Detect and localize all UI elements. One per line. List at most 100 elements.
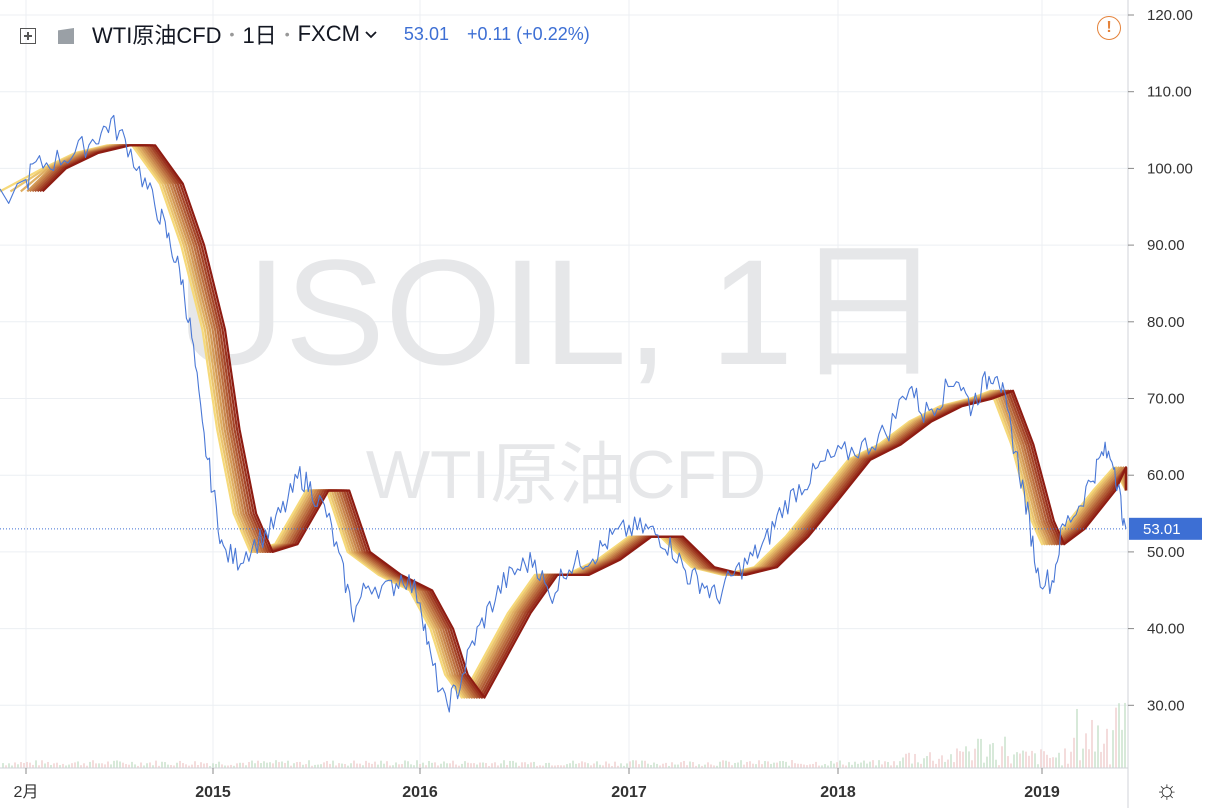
volume-bar bbox=[155, 760, 157, 768]
volume-bar bbox=[245, 765, 247, 768]
legend-header: WTI原油CFD • 1日 • FXCM 53.01 +0.11 (+0.22%… bbox=[82, 14, 590, 54]
gear-icon[interactable]: ☼ bbox=[1155, 774, 1179, 804]
alert-icon[interactable]: ! bbox=[1097, 16, 1121, 40]
volume-bar bbox=[752, 763, 754, 768]
volume-bar bbox=[980, 738, 982, 768]
volume-bar bbox=[848, 762, 850, 768]
volume-bar bbox=[248, 762, 250, 768]
flag-icon[interactable] bbox=[58, 28, 74, 44]
volume-bar bbox=[887, 762, 889, 768]
volume-bar bbox=[809, 764, 811, 768]
volume-bar bbox=[362, 765, 364, 768]
volume-bar bbox=[719, 761, 721, 768]
volume-bar bbox=[143, 765, 145, 768]
volume-bar bbox=[845, 765, 847, 768]
volume-bar bbox=[998, 765, 1000, 768]
volume-bar bbox=[74, 762, 76, 768]
volume-bar bbox=[470, 763, 472, 768]
volume-bar bbox=[272, 763, 274, 768]
volume-bar bbox=[140, 762, 142, 768]
volume-bar bbox=[392, 765, 394, 768]
volume-bar bbox=[212, 763, 214, 768]
volume-bar bbox=[812, 763, 814, 768]
volume-bar bbox=[977, 738, 979, 768]
volume-bar bbox=[911, 763, 913, 768]
timeframe-label[interactable]: 1日 bbox=[242, 23, 277, 48]
volume-bar bbox=[164, 762, 166, 768]
volume-bar bbox=[389, 765, 391, 768]
volume-bar bbox=[854, 761, 856, 768]
volume-bar bbox=[176, 762, 178, 768]
volume-bar bbox=[995, 759, 997, 768]
volume-bar bbox=[944, 761, 946, 768]
volume-bar bbox=[788, 765, 790, 768]
volume-bar bbox=[605, 761, 607, 768]
volume-bar bbox=[191, 764, 193, 768]
volume-bar bbox=[1019, 753, 1021, 768]
volume-bar bbox=[512, 760, 514, 768]
volume-bar bbox=[929, 752, 931, 768]
volume-bar bbox=[620, 763, 622, 768]
volume-bar bbox=[1118, 703, 1120, 768]
volume-bar bbox=[611, 765, 613, 768]
plus-square-icon[interactable] bbox=[20, 28, 36, 44]
volume-bar bbox=[1082, 748, 1084, 768]
volume-bar bbox=[230, 764, 232, 768]
volume-bar bbox=[434, 762, 436, 768]
volume-bar bbox=[908, 752, 910, 768]
volume-bar bbox=[953, 762, 955, 768]
volume-bar bbox=[935, 763, 937, 768]
volume-bar bbox=[851, 764, 853, 768]
volume-bar bbox=[695, 765, 697, 768]
time-axis[interactable]: 2月 2015 2016 2017 2018 2019 bbox=[14, 768, 1060, 801]
volume-bar bbox=[23, 763, 25, 768]
volume-bar bbox=[527, 764, 529, 768]
volume-bar bbox=[98, 763, 100, 768]
volume-bar bbox=[1085, 733, 1087, 768]
volume-bar bbox=[560, 765, 562, 768]
last-price-tag: 53.01 bbox=[1129, 517, 1202, 540]
volume-bar bbox=[20, 762, 22, 768]
volume-bar bbox=[332, 760, 334, 768]
volume-bar bbox=[959, 751, 961, 768]
volume-bar bbox=[746, 761, 748, 768]
volume-bar bbox=[377, 764, 379, 768]
volume-bar bbox=[671, 762, 673, 768]
volume-bar bbox=[791, 760, 793, 768]
volume-bar bbox=[950, 754, 952, 768]
volume-bar bbox=[35, 760, 37, 768]
volume-bar bbox=[1073, 737, 1075, 768]
volume-bar bbox=[1028, 755, 1030, 768]
volume-bar bbox=[92, 760, 94, 768]
volume-bar bbox=[632, 760, 634, 768]
volume-bar bbox=[500, 763, 502, 768]
volume-bar bbox=[917, 762, 919, 768]
symbol-name[interactable]: WTI原油CFD bbox=[92, 23, 222, 48]
volume-bar bbox=[839, 760, 841, 768]
volume-bar bbox=[794, 763, 796, 768]
volume-bar bbox=[161, 761, 163, 768]
volume-bar bbox=[659, 765, 661, 768]
volume-bar bbox=[473, 763, 475, 768]
y-tick-label: 120.00 bbox=[1147, 7, 1193, 24]
volume-bar bbox=[2, 763, 4, 768]
volume-bar bbox=[128, 764, 130, 768]
volume-bar bbox=[1022, 750, 1024, 768]
volume-bar bbox=[878, 760, 880, 768]
exchange-label: FXCM bbox=[297, 21, 360, 46]
volume-bar bbox=[263, 761, 265, 768]
exchange-selector[interactable]: FXCM bbox=[298, 21, 378, 47]
x-tick-label: 2017 bbox=[611, 784, 647, 801]
price-axis[interactable]: 120.00 110.00 100.00 90.00 80.00 70.00 60.00 50… bbox=[1128, 7, 1193, 714]
volume-bar bbox=[125, 764, 127, 768]
volume-bar bbox=[266, 762, 268, 768]
volume-bar bbox=[278, 762, 280, 768]
volume-bar bbox=[329, 763, 331, 768]
volume-bar bbox=[1034, 753, 1036, 768]
volume-bar bbox=[968, 751, 970, 768]
volume-bar bbox=[44, 763, 46, 768]
volume-bar bbox=[644, 760, 646, 768]
volume-bar bbox=[1025, 751, 1027, 768]
volume-bar bbox=[449, 763, 451, 768]
